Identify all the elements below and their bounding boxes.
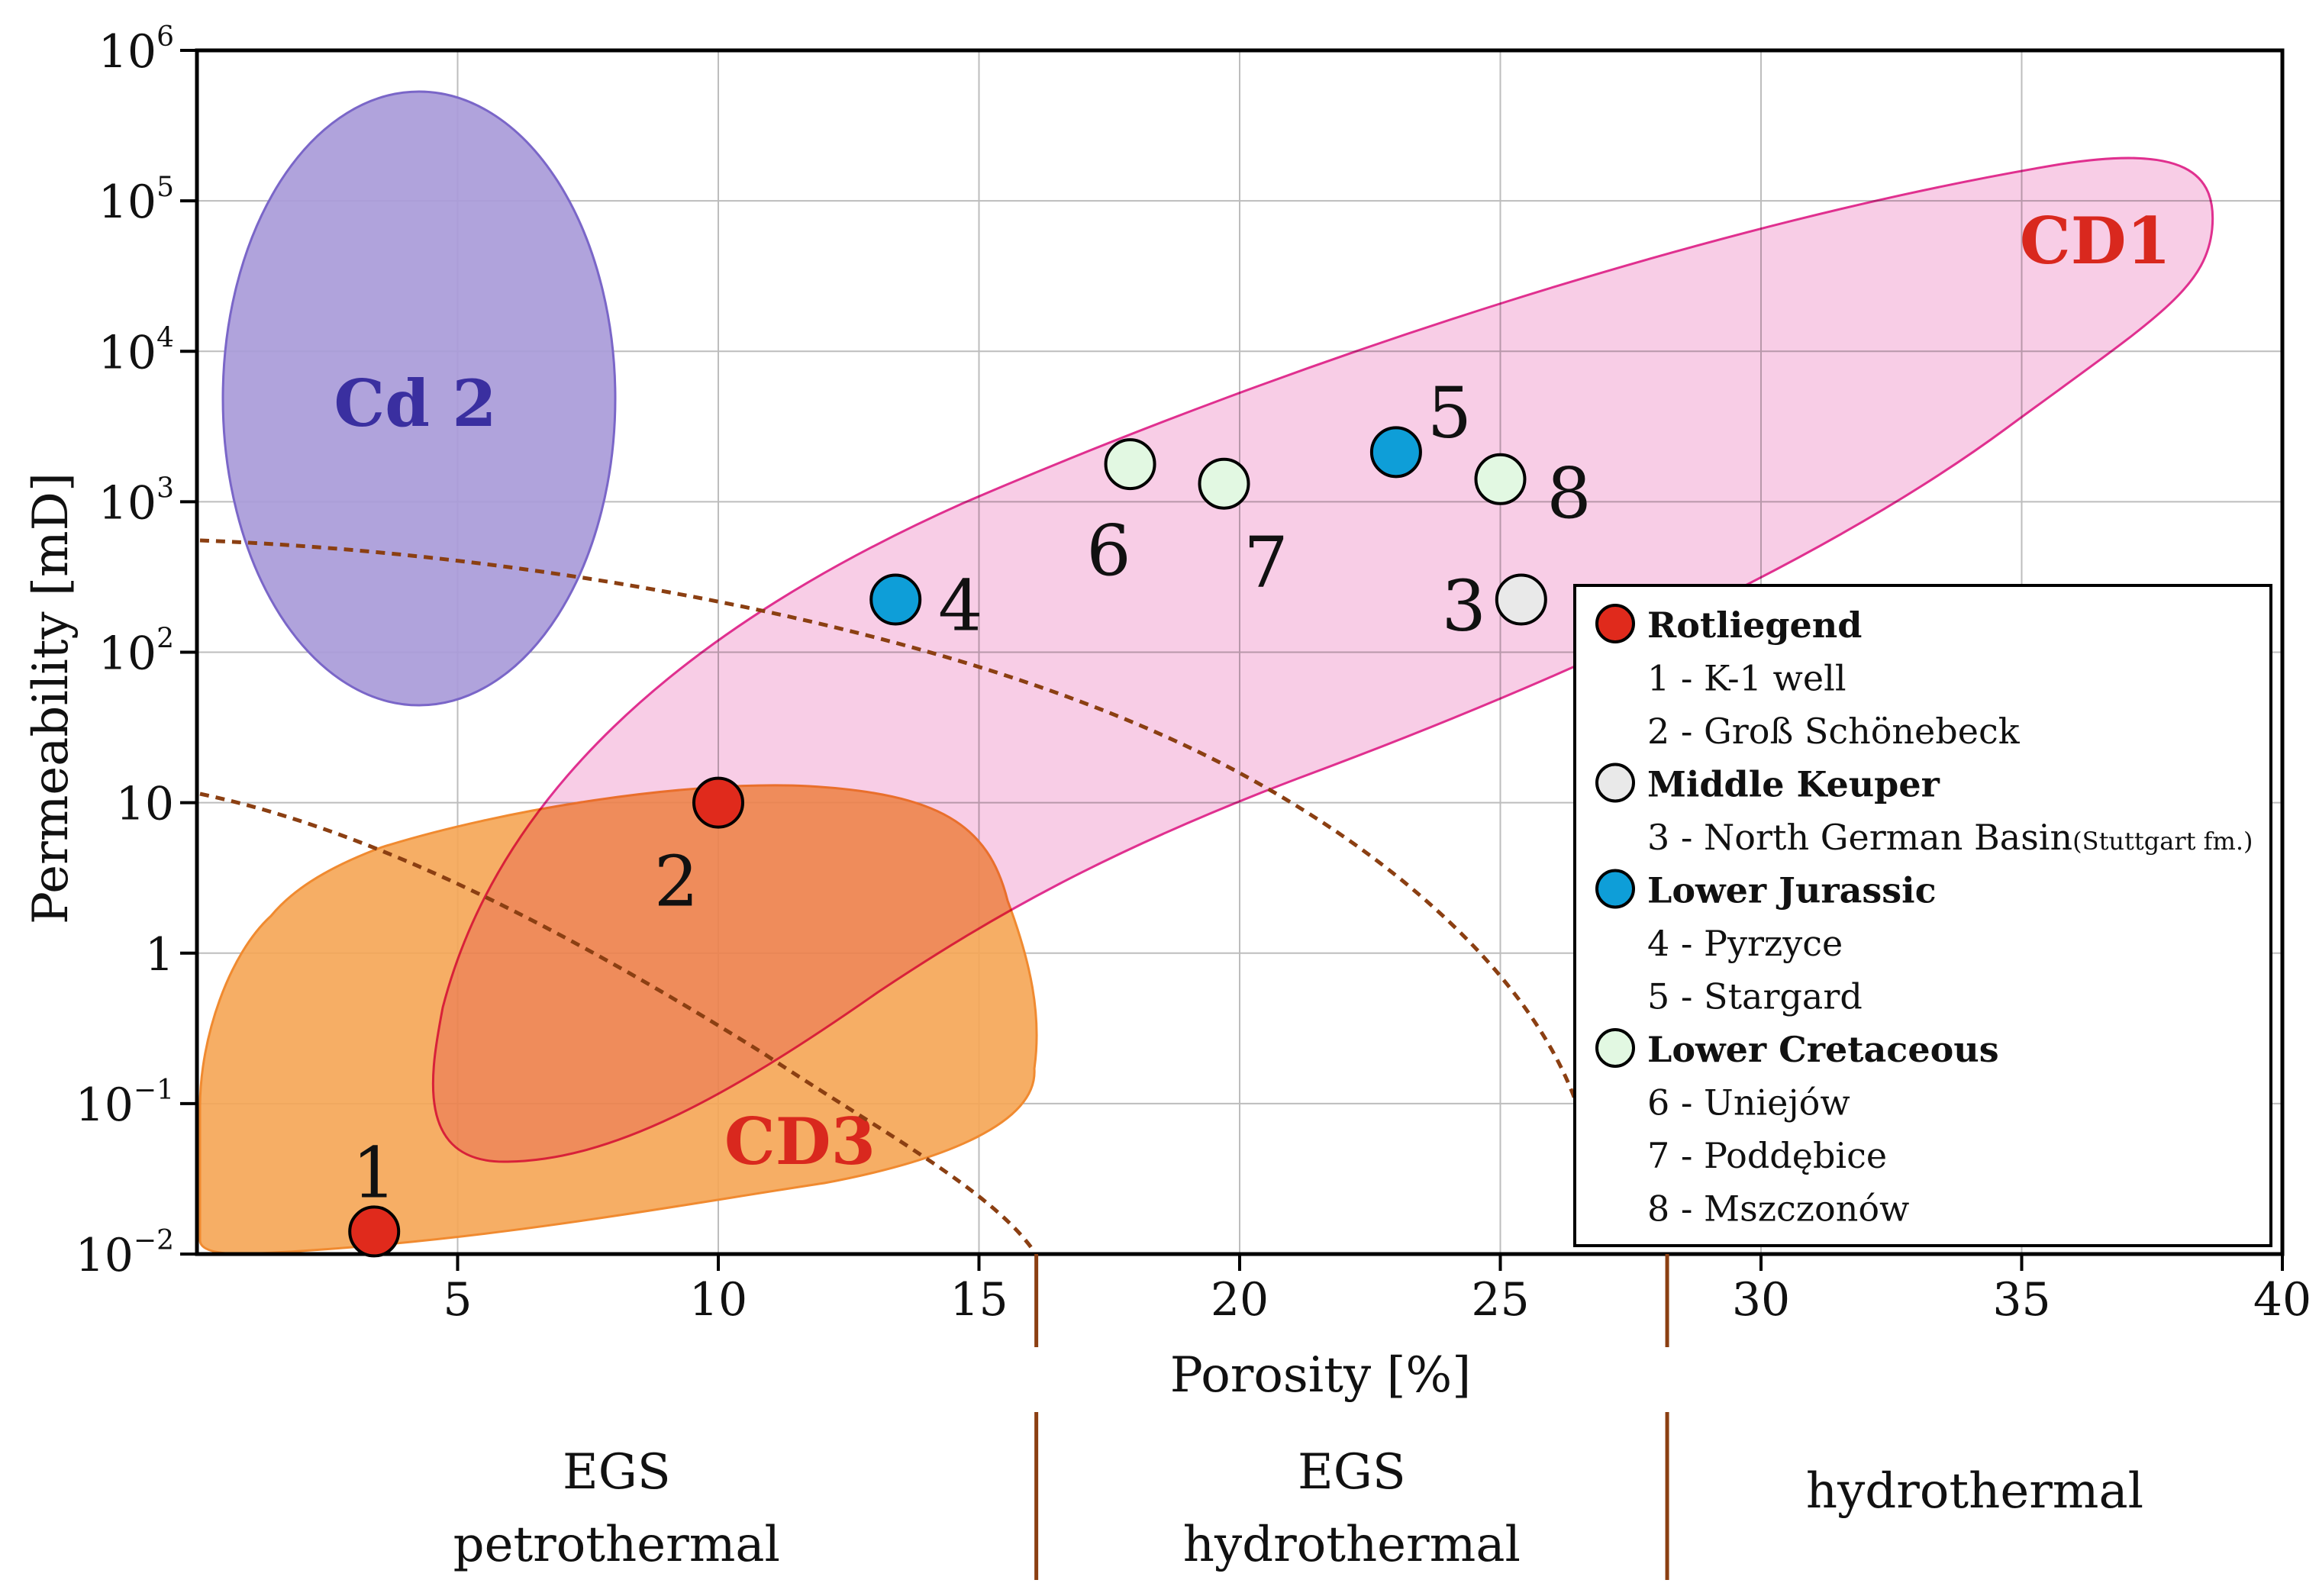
data-point-label: 5: [1427, 372, 1472, 453]
legend-entry: 4 - Pyrzyce: [1647, 923, 1843, 964]
legend: Rotliegend 1 - K-1 well 2 - Groß Schönebec…: [1573, 584, 2272, 1247]
zone-label-1: EGS: [1298, 1444, 1406, 1501]
x-tick-label: 20: [1211, 1273, 1269, 1327]
data-point-label: 2: [654, 841, 699, 923]
region-cd1: [431, 156, 2214, 1163]
y-tick-label: 1: [145, 928, 174, 982]
legend-entry: 8 - Mszczonów: [1647, 1188, 1909, 1230]
legend-marker: [1595, 1028, 1635, 1068]
legend-marker: [1595, 763, 1635, 803]
x-tick-label: 15: [950, 1273, 1008, 1327]
legend-marker: [1595, 604, 1635, 643]
data-point-label: 7: [1243, 522, 1289, 604]
x-tick-label: 30: [1732, 1273, 1790, 1327]
zone-label-0: EGS: [563, 1444, 671, 1501]
data-points: 1 2 3 4 5 6 7 8: [348, 372, 1592, 1258]
y-tick-label: 105: [98, 172, 174, 229]
axis-ticks: 5 10 15 20 25 30 35 4010−210−111010210310410510…: [76, 21, 2312, 1327]
x-tick-label: 5: [443, 1273, 472, 1327]
legend-entry: Rotliegend: [1647, 605, 1862, 646]
dashed-curve-upper: [199, 538, 1582, 1115]
zone-label-0: petrothermal: [453, 1517, 780, 1573]
data-point-4: [869, 573, 922, 626]
data-point-1: [348, 1205, 401, 1258]
x-tick-label: 10: [689, 1273, 747, 1327]
data-point-label: 1: [352, 1132, 397, 1214]
dashed-curve-lower: [199, 792, 1037, 1253]
y-tick-label: 103: [98, 472, 174, 530]
y-tick-label: 102: [98, 624, 174, 681]
data-point-5: [1369, 426, 1422, 479]
legend-box: [1573, 584, 2272, 1247]
data-point-label: 3: [1442, 566, 1487, 647]
legend-entry: Lower Jurassic: [1647, 870, 1937, 911]
y-tick-label: 10−2: [76, 1225, 174, 1282]
legend-entry: Lower Cretaceous: [1647, 1029, 1999, 1070]
data-point-3: [1495, 573, 1547, 626]
region-label: CD1: [2020, 203, 2171, 279]
data-point-8: [1474, 453, 1527, 505]
y-tick-label: 106: [98, 21, 174, 79]
zone-label-1: hydrothermal: [1183, 1517, 1521, 1573]
y-tick-label: 10−1: [76, 1075, 174, 1132]
data-point-label: 8: [1547, 453, 1592, 534]
data-point-2: [692, 776, 744, 829]
region-label: CD3: [724, 1104, 876, 1179]
legend-entry: 3 - North German Basin(Stuttgart fm.): [1647, 817, 2253, 858]
region-shapes: Cd 2 CD1 CD3: [198, 90, 2214, 1256]
data-point-7: [1198, 457, 1250, 510]
y-axis-label: Permeability [mD]: [23, 472, 79, 924]
legend-entry: 1 - K-1 well: [1647, 658, 1846, 699]
legend-entry: 2 - Groß Schönebeck: [1647, 711, 2021, 752]
legend-entry: Middle Keuper: [1647, 764, 1940, 805]
legend-entry: 5 - Stargard: [1647, 976, 1863, 1017]
x-tick-label: 40: [2253, 1273, 2311, 1327]
zone-labels: EGS petrothermal EGS hydrothermal hydrotherm…: [453, 1254, 2143, 1580]
x-tick-label: 25: [1471, 1273, 1529, 1327]
y-tick-label: 104: [98, 322, 174, 379]
data-point-label: 6: [1086, 510, 1131, 592]
data-point-6: [1104, 438, 1156, 491]
dashed-boundary-curves: [199, 538, 1582, 1253]
region-cd2: [221, 90, 617, 707]
legend-entry: 6 - Uniejów: [1647, 1082, 1850, 1124]
x-axis-label: Porosity [%]: [1170, 1347, 1471, 1404]
legend-entry: 7 - Poddębice: [1647, 1135, 1887, 1176]
zone-label-2: hydrothermal: [1806, 1463, 2143, 1520]
y-tick-label: 10: [116, 778, 174, 831]
x-tick-label: 35: [1992, 1273, 2050, 1327]
region-label: Cd 2: [334, 366, 496, 441]
data-point-label: 4: [938, 566, 983, 647]
legend-marker: [1595, 869, 1635, 909]
